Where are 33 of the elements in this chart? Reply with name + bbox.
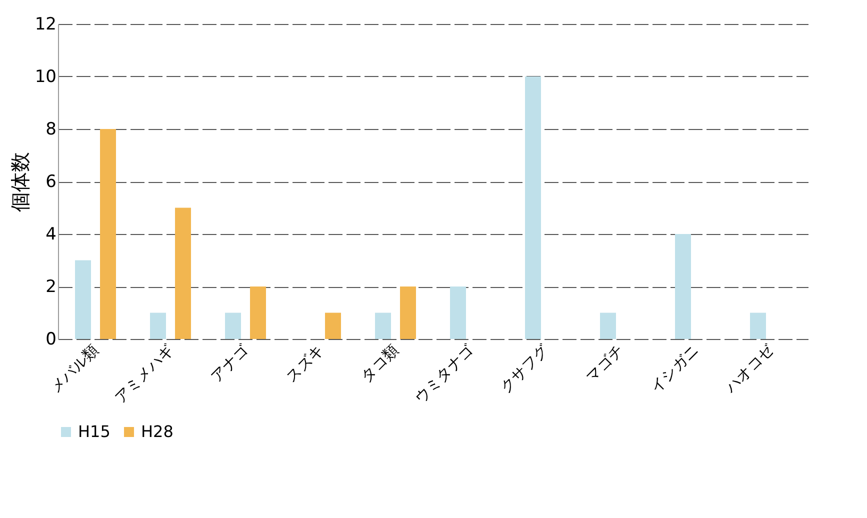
legend-label: H15 xyxy=(78,422,110,441)
bar xyxy=(75,260,91,339)
bar xyxy=(450,286,466,339)
bar xyxy=(225,312,241,339)
y-tick-label: 10 xyxy=(34,67,56,87)
x-tick-label: クサフグ xyxy=(496,340,553,396)
y-tick-label: 2 xyxy=(46,277,56,297)
bar xyxy=(100,129,116,339)
y-tick-label: 8 xyxy=(46,120,56,140)
x-tick-label: スズキ xyxy=(282,341,327,386)
bar xyxy=(750,312,766,339)
x-tick-label: アミメハギ xyxy=(111,341,177,407)
bar xyxy=(400,286,416,339)
x-tick-label: アナゴ xyxy=(207,340,253,386)
bar xyxy=(325,312,341,339)
bar xyxy=(525,76,541,339)
bar xyxy=(250,286,266,339)
bar xyxy=(175,208,191,339)
x-tick-label: イシガニ xyxy=(646,341,702,396)
y-tick-label: 4 xyxy=(46,224,56,244)
bar xyxy=(600,312,616,339)
y-tick-label: 0 xyxy=(46,330,56,350)
y-tick-label: 6 xyxy=(46,172,56,192)
y-tick-label: 12 xyxy=(34,14,56,34)
bar xyxy=(375,312,391,339)
legend-label: H28 xyxy=(141,422,174,441)
x-tick-label: マゴチ xyxy=(582,341,627,386)
bar xyxy=(675,234,691,339)
y-axis-title: 個体数 xyxy=(8,152,32,212)
x-tick-label: タコ類 xyxy=(357,341,402,386)
bar xyxy=(150,312,166,339)
x-tick-label: ハオコゼ xyxy=(721,340,778,397)
x-tick-label: ウミタナゴ xyxy=(411,340,478,407)
